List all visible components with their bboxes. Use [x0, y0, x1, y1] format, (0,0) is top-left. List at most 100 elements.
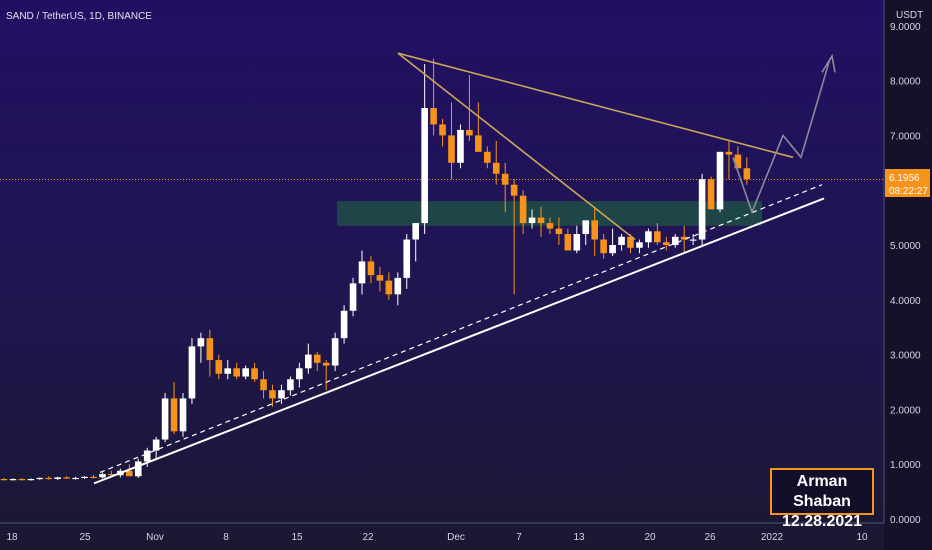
projection-path — [732, 58, 831, 215]
candle-body — [663, 242, 670, 245]
candle-body — [296, 368, 303, 380]
candle-body — [367, 261, 375, 276]
candle-body — [394, 277, 402, 295]
candle-body — [349, 283, 357, 311]
candle-body — [421, 108, 428, 224]
candle-body — [99, 474, 106, 478]
price-tag-countdown: 08:22:27 — [889, 186, 928, 197]
y-tick-label: 0.0000 — [890, 515, 921, 526]
author-date: 12.28.2021 — [781, 513, 863, 530]
candle-body — [501, 173, 509, 185]
candle-body — [340, 310, 348, 339]
candle-body — [707, 179, 715, 210]
candle-body — [233, 368, 240, 377]
candle-body — [251, 368, 258, 380]
candle-body — [152, 439, 160, 451]
candle-body — [9, 478, 17, 481]
x-tick-label: 7 — [516, 532, 522, 543]
candle-body — [134, 461, 142, 477]
candle-body — [269, 390, 276, 399]
y-tick-label: 7.0000 — [890, 131, 921, 142]
x-tick-label: Dec — [447, 532, 465, 543]
candle-body — [698, 179, 706, 240]
candle-body — [179, 398, 187, 432]
candle-body — [18, 478, 26, 481]
x-tick-label: 25 — [79, 532, 91, 543]
candle-body — [63, 477, 70, 479]
candle-body — [466, 129, 473, 136]
price-tag-value: 6.1956 — [889, 173, 920, 184]
candle-body — [457, 129, 464, 163]
x-tick-label: Nov — [146, 532, 164, 543]
candle-body — [680, 236, 688, 240]
x-tick-label: 2022 — [761, 532, 784, 543]
candle-body — [0, 478, 8, 481]
author-name: Arman Shaban — [793, 473, 851, 510]
y-tick-label: 1.0000 — [890, 460, 921, 471]
y-tick-label: 4.0000 — [890, 296, 921, 307]
candle-body — [627, 236, 634, 248]
candle-body — [242, 368, 249, 377]
candle-body — [573, 234, 581, 251]
candle-body — [170, 398, 178, 432]
candle-body — [143, 450, 151, 462]
candle-body — [600, 239, 607, 254]
falling-trendline — [397, 52, 636, 241]
y-tick-label: 5.0000 — [890, 241, 921, 252]
y-tick-label: 2.0000 — [890, 405, 921, 416]
candle-body — [743, 168, 751, 180]
currency-label: USDT — [896, 10, 923, 21]
candle-body — [725, 151, 733, 155]
candle-body — [108, 474, 115, 476]
candle-body — [331, 338, 339, 366]
candle-body — [689, 239, 697, 241]
candle-body — [734, 154, 742, 169]
candle-body — [412, 223, 419, 240]
candle-body — [72, 477, 79, 480]
candle-body — [519, 195, 527, 224]
candle-body — [546, 223, 554, 229]
x-tick-label: 22 — [362, 532, 374, 543]
candle-body — [188, 346, 196, 399]
candle-body — [385, 280, 393, 295]
candle-body — [537, 217, 545, 224]
candle-body — [654, 231, 661, 243]
candle-body — [358, 261, 366, 284]
candle-body — [305, 354, 312, 369]
candle-body — [591, 220, 598, 240]
candle-body — [510, 184, 518, 196]
price-tag-box — [885, 169, 930, 197]
x-tick-label: 18 — [6, 532, 18, 543]
author-signature: Arman Shaban 12.28.2021 — [770, 468, 874, 530]
candle-body — [528, 217, 536, 224]
candle-body — [609, 245, 616, 254]
chart-title: SAND / TetherUS, 1D, BINANCE — [6, 11, 152, 22]
candle-body — [636, 242, 643, 248]
candle-body — [287, 379, 294, 391]
candle-body — [215, 360, 223, 374]
candle-body — [376, 275, 384, 281]
candle-body — [322, 362, 330, 366]
candle-body — [54, 477, 61, 479]
x-tick-label: 15 — [291, 532, 303, 543]
candle-body — [645, 231, 652, 243]
candle-body — [403, 239, 411, 278]
candle-body — [161, 398, 169, 440]
x-tick-label: 10 — [856, 532, 868, 543]
projection-arrowhead — [821, 53, 836, 73]
candle-body — [27, 478, 35, 481]
support-trendline-dashed — [99, 184, 823, 473]
x-tick-label: 8 — [223, 532, 229, 543]
candle-body — [439, 124, 446, 136]
x-tick-label: 26 — [704, 532, 716, 543]
candle-body — [90, 476, 97, 479]
candle-body — [45, 477, 53, 480]
price-axis-panel — [884, 0, 932, 550]
candle-body — [197, 338, 205, 347]
candle-body — [278, 390, 285, 399]
resistance-trendline — [397, 52, 794, 159]
y-tick-label: 9.0000 — [890, 22, 921, 33]
candle-body — [126, 470, 133, 477]
